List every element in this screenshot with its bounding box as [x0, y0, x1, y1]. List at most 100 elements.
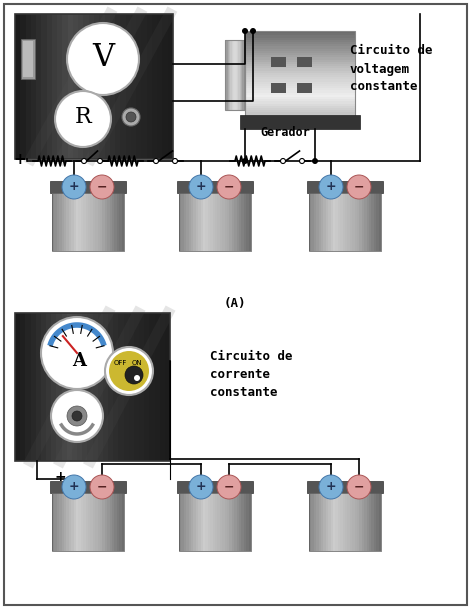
Bar	[246, 493, 249, 551]
Bar	[314, 493, 316, 551]
Bar	[95, 493, 97, 551]
Bar	[245, 40, 355, 42]
Bar	[225, 40, 245, 110]
Bar	[338, 193, 340, 251]
Bar	[321, 493, 324, 551]
Circle shape	[217, 475, 241, 499]
Bar	[20, 313, 25, 461]
Text: +: +	[69, 481, 79, 493]
Bar	[245, 90, 355, 93]
Bar	[245, 51, 355, 53]
Bar	[348, 193, 350, 251]
Bar	[203, 493, 205, 551]
Bar	[326, 193, 328, 251]
Bar	[89, 14, 94, 159]
Bar	[78, 493, 81, 551]
Bar	[201, 193, 203, 251]
Bar	[215, 193, 218, 251]
Bar	[77, 313, 82, 461]
Bar	[82, 313, 87, 461]
Bar	[245, 86, 355, 88]
Bar	[90, 493, 93, 551]
Bar	[149, 313, 154, 461]
Bar	[162, 14, 168, 159]
Text: −: −	[354, 180, 364, 194]
Bar	[234, 193, 236, 251]
Bar	[122, 193, 124, 251]
Bar	[184, 493, 186, 551]
Bar	[311, 493, 314, 551]
Bar	[52, 193, 54, 251]
Bar	[245, 84, 355, 86]
Bar	[99, 14, 105, 159]
Bar	[245, 60, 355, 62]
Text: OFF: OFF	[114, 360, 127, 366]
Bar	[94, 14, 99, 159]
Bar	[113, 313, 118, 461]
Bar	[232, 493, 234, 551]
Bar	[41, 14, 47, 159]
Bar	[244, 40, 245, 110]
Bar	[229, 193, 232, 251]
Bar	[66, 493, 69, 551]
Bar	[245, 33, 355, 35]
Bar	[335, 193, 338, 251]
Bar	[194, 193, 196, 251]
Bar	[236, 493, 239, 551]
Bar	[241, 40, 243, 110]
Bar	[372, 493, 374, 551]
Circle shape	[67, 23, 139, 95]
Bar	[379, 493, 381, 551]
Bar	[362, 193, 364, 251]
Bar	[249, 193, 251, 251]
Bar	[57, 14, 62, 159]
Bar	[15, 14, 20, 159]
Bar	[234, 493, 236, 551]
Bar	[83, 493, 86, 551]
Bar	[20, 14, 25, 159]
Bar	[215, 493, 218, 551]
Bar	[340, 193, 342, 251]
Bar	[81, 493, 83, 551]
Bar	[245, 110, 355, 113]
Bar	[372, 193, 374, 251]
Bar	[237, 40, 238, 110]
Bar	[184, 193, 186, 251]
Bar	[97, 193, 100, 251]
Bar	[177, 481, 253, 493]
Bar	[154, 313, 160, 461]
Bar	[52, 14, 57, 159]
Bar	[309, 193, 381, 251]
Bar	[345, 193, 348, 251]
Bar	[331, 493, 333, 551]
Bar	[191, 193, 194, 251]
Bar	[107, 493, 110, 551]
Circle shape	[172, 158, 178, 163]
Bar	[311, 193, 314, 251]
Bar	[107, 193, 110, 251]
Bar	[152, 14, 157, 159]
Bar	[233, 40, 235, 110]
Bar	[328, 493, 331, 551]
Bar	[245, 66, 355, 68]
Bar	[245, 44, 355, 46]
Bar	[227, 493, 229, 551]
Circle shape	[281, 158, 285, 163]
Bar	[270, 83, 286, 93]
Bar	[52, 493, 124, 551]
Bar	[245, 49, 355, 51]
Bar	[307, 181, 383, 193]
Bar	[229, 493, 232, 551]
Bar	[245, 88, 355, 90]
Bar	[359, 193, 362, 251]
Circle shape	[62, 475, 86, 499]
Bar	[359, 493, 362, 551]
Bar	[240, 40, 241, 110]
Bar	[270, 57, 286, 67]
Bar	[321, 193, 324, 251]
Bar	[123, 313, 129, 461]
Bar	[110, 193, 112, 251]
Bar	[314, 193, 316, 251]
Bar	[203, 193, 205, 251]
Bar	[41, 313, 46, 461]
